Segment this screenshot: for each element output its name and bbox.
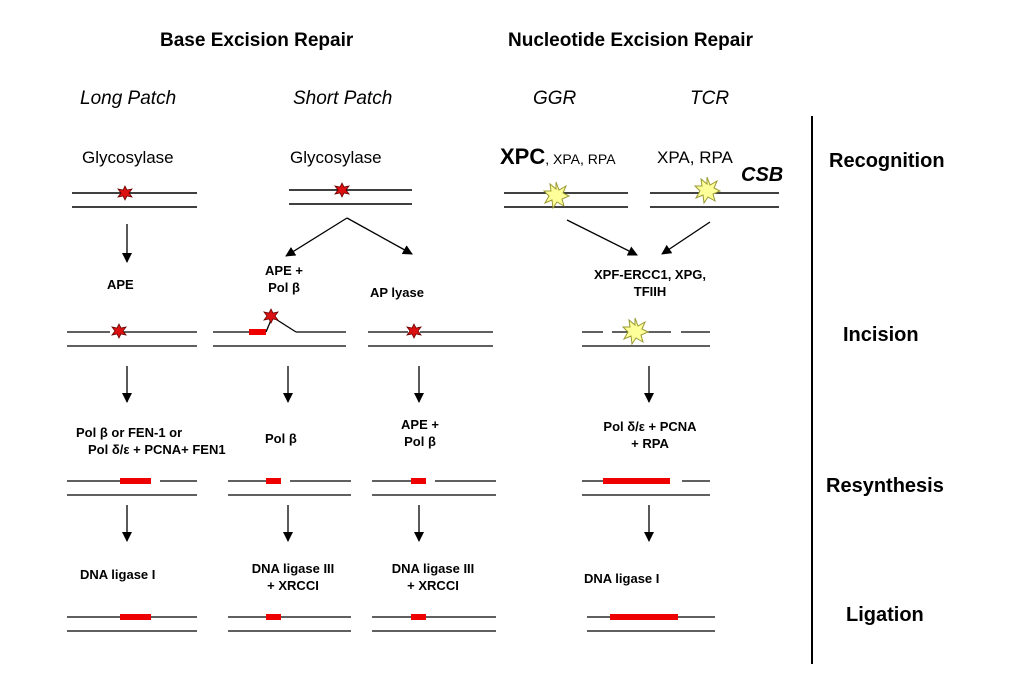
patch-bar [120,614,151,620]
dna-resynthesis-short-ape [228,478,351,496]
label-line: TFIIH [633,284,667,299]
label-line: Pol δ/ε + PCNA [603,419,697,434]
incision-label-short-lyase: AP lyase [370,285,424,300]
header-ner: Nucleotide Excision Repair [508,30,753,51]
enzyme-glycosylase-long: Glycosylase [82,148,174,167]
patch-bar [610,614,678,620]
stage-resynthesis: Resynthesis [826,475,944,497]
label-line: Pol β or FEN-1 or [76,425,183,440]
patch-bar [603,478,670,484]
enzyme-xpa-rpa-tcr: XPA, RPA [657,148,733,167]
pathway-ggr: GGR [533,88,577,109]
bulky-lesion-icon [543,181,570,209]
ligation-label-short-lyase: DNA ligase III + XRCCI [378,560,488,594]
dna-ligation-long [67,614,197,632]
enzyme-csb: CSB [741,164,784,186]
dna-resynthesis-ner [582,478,710,496]
dna-incision-short-lyase [368,323,493,347]
header-ber: Base Excision Repair [160,30,354,51]
ligation-label-short-ape: DNA ligase III + XRCCI [238,560,348,594]
dna-ligation-short-ape [228,614,351,632]
label-line: APE + [401,417,439,432]
dna-incision-long [67,323,197,347]
stage-recognition: Recognition [829,150,945,172]
enzyme-xpa-rpa-ggr: , XPA, RPA [545,151,616,167]
pathway-tcr: TCR [690,88,730,109]
stage-incision: Incision [843,324,919,346]
label-line: Pol β [268,280,300,295]
label-line: Pol δ/ε + PCNA+ FEN1 [88,442,226,457]
label-line: APE + [265,263,303,278]
ligation-label-long: DNA ligase I [80,567,156,582]
incision-label-ner: XPF-ERCC1, XPG, TFIIH [575,266,725,300]
label-line: XPF-ERCC1, XPG, [594,267,706,282]
dna-ligation-ner [587,614,715,632]
bulky-lesion-icon [694,176,721,204]
incision-label-long: APE [107,277,134,292]
pathway-long-patch: Long Patch [80,88,177,109]
patch-bar [249,329,266,335]
dna-incision-ner [582,317,710,347]
resynthesis-label-long: Pol β or FEN-1 or Pol δ/ε + PCNA+ FEN1 [76,424,226,458]
label-line: + XRCCI [267,578,319,593]
dna-recognition-tcr [650,176,779,208]
arrow [285,217,348,257]
enzyme-ggr-recognition: XPC, XPA, RPA [500,144,616,170]
enzyme-xpc: XPC [500,144,546,169]
label-line: + XRCCI [407,578,459,593]
pathway-short-patch: Short Patch [293,88,393,109]
arrow [661,221,711,255]
patch-bar [411,478,426,484]
patch-bar [411,614,426,620]
arrow [346,217,413,255]
stage-ligation: Ligation [846,604,924,626]
resynthesis-label-ner: Pol δ/ε + PCNA + RPA [580,418,720,452]
patch-bar [266,478,281,484]
label-line: + RPA [631,436,669,451]
patch-bar [120,478,151,484]
ligation-label-ner: DNA ligase I [584,571,660,586]
lesion-icon [406,323,422,339]
lesion-icon [263,308,279,324]
resynthesis-label-short-ape: Pol β [265,431,297,446]
label-line: DNA ligase III [391,561,475,576]
enzyme-glycosylase-short: Glycosylase [290,148,382,167]
dna-recognition-long [72,185,197,208]
dna-recognition-ggr [504,181,628,209]
bulky-lesion-icon [622,317,649,345]
patch-bar [266,614,281,620]
dna-resynthesis-short-lyase [372,478,496,496]
label-line: Pol β [404,434,436,449]
dna-ligation-short-lyase [372,614,496,632]
resynthesis-label-short-lyase: APE + Pol β [385,416,455,450]
arrow [566,219,638,256]
dna-resynthesis-long [67,478,197,496]
lesion-icon [111,323,127,339]
dna-incision-short-ape [213,308,346,347]
incision-label-short-ape: APE + Pol β [254,262,314,296]
dna-recognition-short [289,182,412,205]
label-line: DNA ligase III [251,561,335,576]
